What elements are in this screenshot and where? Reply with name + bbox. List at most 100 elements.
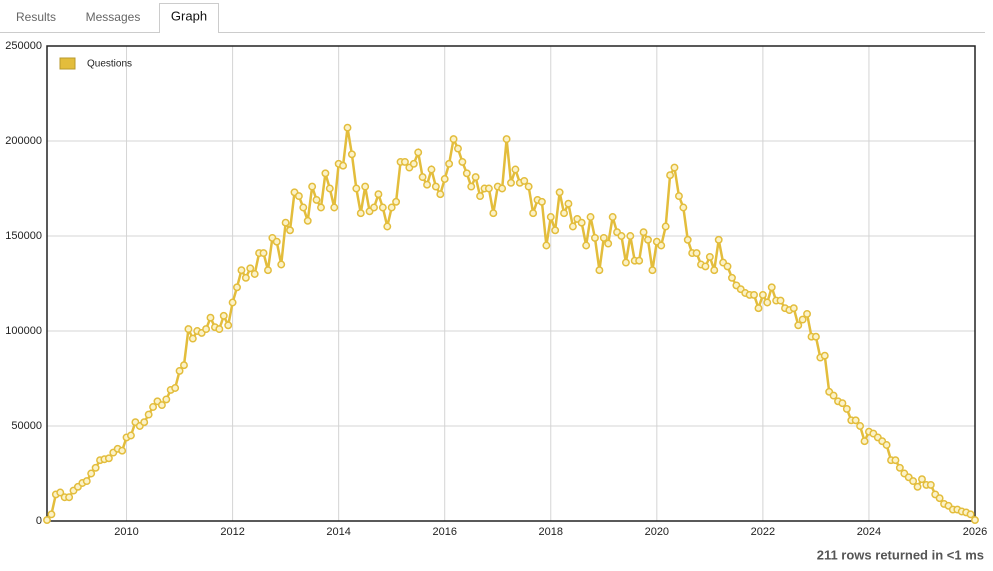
point (347, 150, 356, 159)
point (458, 157, 467, 166)
tab[interactable]: Messages (86, 10, 141, 24)
point (546, 213, 555, 221)
point (648, 266, 657, 275)
point (918, 475, 926, 484)
point (891, 456, 900, 465)
point (277, 260, 286, 269)
point (604, 239, 613, 248)
point (383, 222, 392, 231)
point (175, 366, 184, 375)
point (626, 232, 635, 240)
tab[interactable]: Graph (171, 8, 207, 23)
point (913, 482, 922, 491)
point (312, 195, 321, 204)
x-tick-label: 2014 (326, 526, 350, 538)
legend-label: Questions (87, 59, 132, 70)
point (233, 283, 241, 292)
point (299, 203, 308, 212)
point (617, 232, 626, 240)
point (250, 270, 259, 278)
point (118, 446, 127, 455)
point (436, 190, 445, 199)
point (87, 469, 96, 478)
point (811, 332, 820, 341)
point (661, 222, 670, 231)
point (489, 209, 498, 218)
point (666, 171, 675, 180)
x-tick-label: 2024 (857, 526, 881, 538)
point (590, 233, 599, 242)
point (219, 311, 228, 320)
y-tick-label: 200000 (5, 135, 42, 147)
point (728, 273, 736, 282)
point (259, 249, 268, 258)
point (670, 163, 679, 172)
point (838, 399, 847, 408)
point (657, 241, 666, 250)
point (710, 266, 719, 275)
point (215, 325, 224, 334)
plot-frame (46, 45, 976, 522)
point (568, 222, 577, 231)
point (228, 298, 237, 307)
point (370, 203, 378, 212)
point (339, 161, 348, 170)
point (330, 203, 339, 212)
point (551, 226, 560, 235)
x-tick-label: 2020 (645, 526, 669, 538)
x-tick-label: 2018 (539, 526, 563, 538)
point (188, 334, 197, 343)
point (789, 304, 798, 313)
point (507, 178, 515, 187)
point (798, 315, 807, 324)
point (91, 463, 100, 472)
legend-swatch (59, 57, 76, 70)
point (378, 203, 387, 212)
point (286, 226, 294, 235)
point (803, 309, 812, 318)
point (895, 463, 904, 472)
x-tick-label: 2016 (432, 526, 456, 538)
point (409, 159, 418, 168)
point (356, 209, 365, 218)
point (47, 510, 56, 519)
point (511, 165, 520, 174)
point (577, 218, 586, 227)
point (162, 395, 171, 404)
point (560, 209, 568, 218)
point (860, 437, 869, 446)
point (104, 454, 113, 463)
point (180, 361, 188, 370)
point (264, 266, 272, 275)
point (140, 418, 149, 427)
tab[interactable]: Results (16, 10, 56, 24)
y-tick-label: 100000 (5, 325, 42, 337)
point (400, 157, 409, 166)
point (144, 410, 153, 419)
point (374, 190, 383, 199)
point (423, 180, 432, 189)
point (171, 384, 180, 392)
point (454, 144, 462, 153)
point (635, 256, 644, 265)
point (294, 192, 303, 201)
y-tick-label: 50000 (11, 420, 42, 432)
point (462, 169, 471, 178)
point (537, 197, 546, 206)
point (352, 184, 361, 193)
point (392, 197, 401, 206)
point (701, 262, 710, 271)
y-tick-label: 150000 (5, 230, 42, 242)
point (440, 175, 449, 183)
point (851, 416, 860, 425)
point (586, 213, 595, 221)
point (272, 237, 281, 246)
y-tick-label: 250000 (5, 40, 42, 52)
point (149, 403, 158, 411)
point (763, 298, 772, 307)
point (842, 404, 851, 413)
point (714, 235, 723, 244)
point (856, 422, 865, 430)
point (674, 192, 683, 201)
